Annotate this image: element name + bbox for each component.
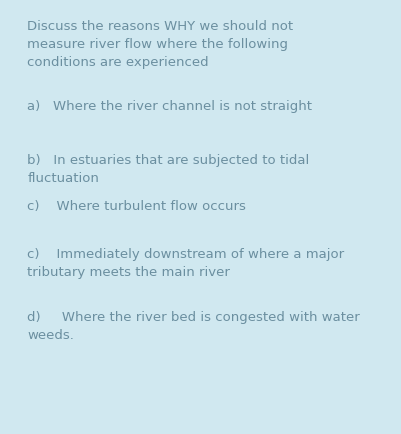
- Text: Discuss the reasons WHY we should not
measure river flow where the following
con: Discuss the reasons WHY we should not me…: [27, 20, 293, 69]
- Text: b)   In estuaries that are subjected to tidal
fluctuation: b) In estuaries that are subjected to ti…: [27, 154, 309, 185]
- Text: a)   Where the river channel is not straight: a) Where the river channel is not straig…: [27, 100, 312, 113]
- FancyBboxPatch shape: [0, 0, 389, 434]
- Text: d)     Where the river bed is congested with water
weeds.: d) Where the river bed is congested with…: [27, 310, 359, 341]
- Text: c)    Immediately downstream of where a major
tributary meets the main river: c) Immediately downstream of where a maj…: [27, 247, 344, 278]
- Text: c)    Where turbulent flow occurs: c) Where turbulent flow occurs: [27, 200, 245, 213]
